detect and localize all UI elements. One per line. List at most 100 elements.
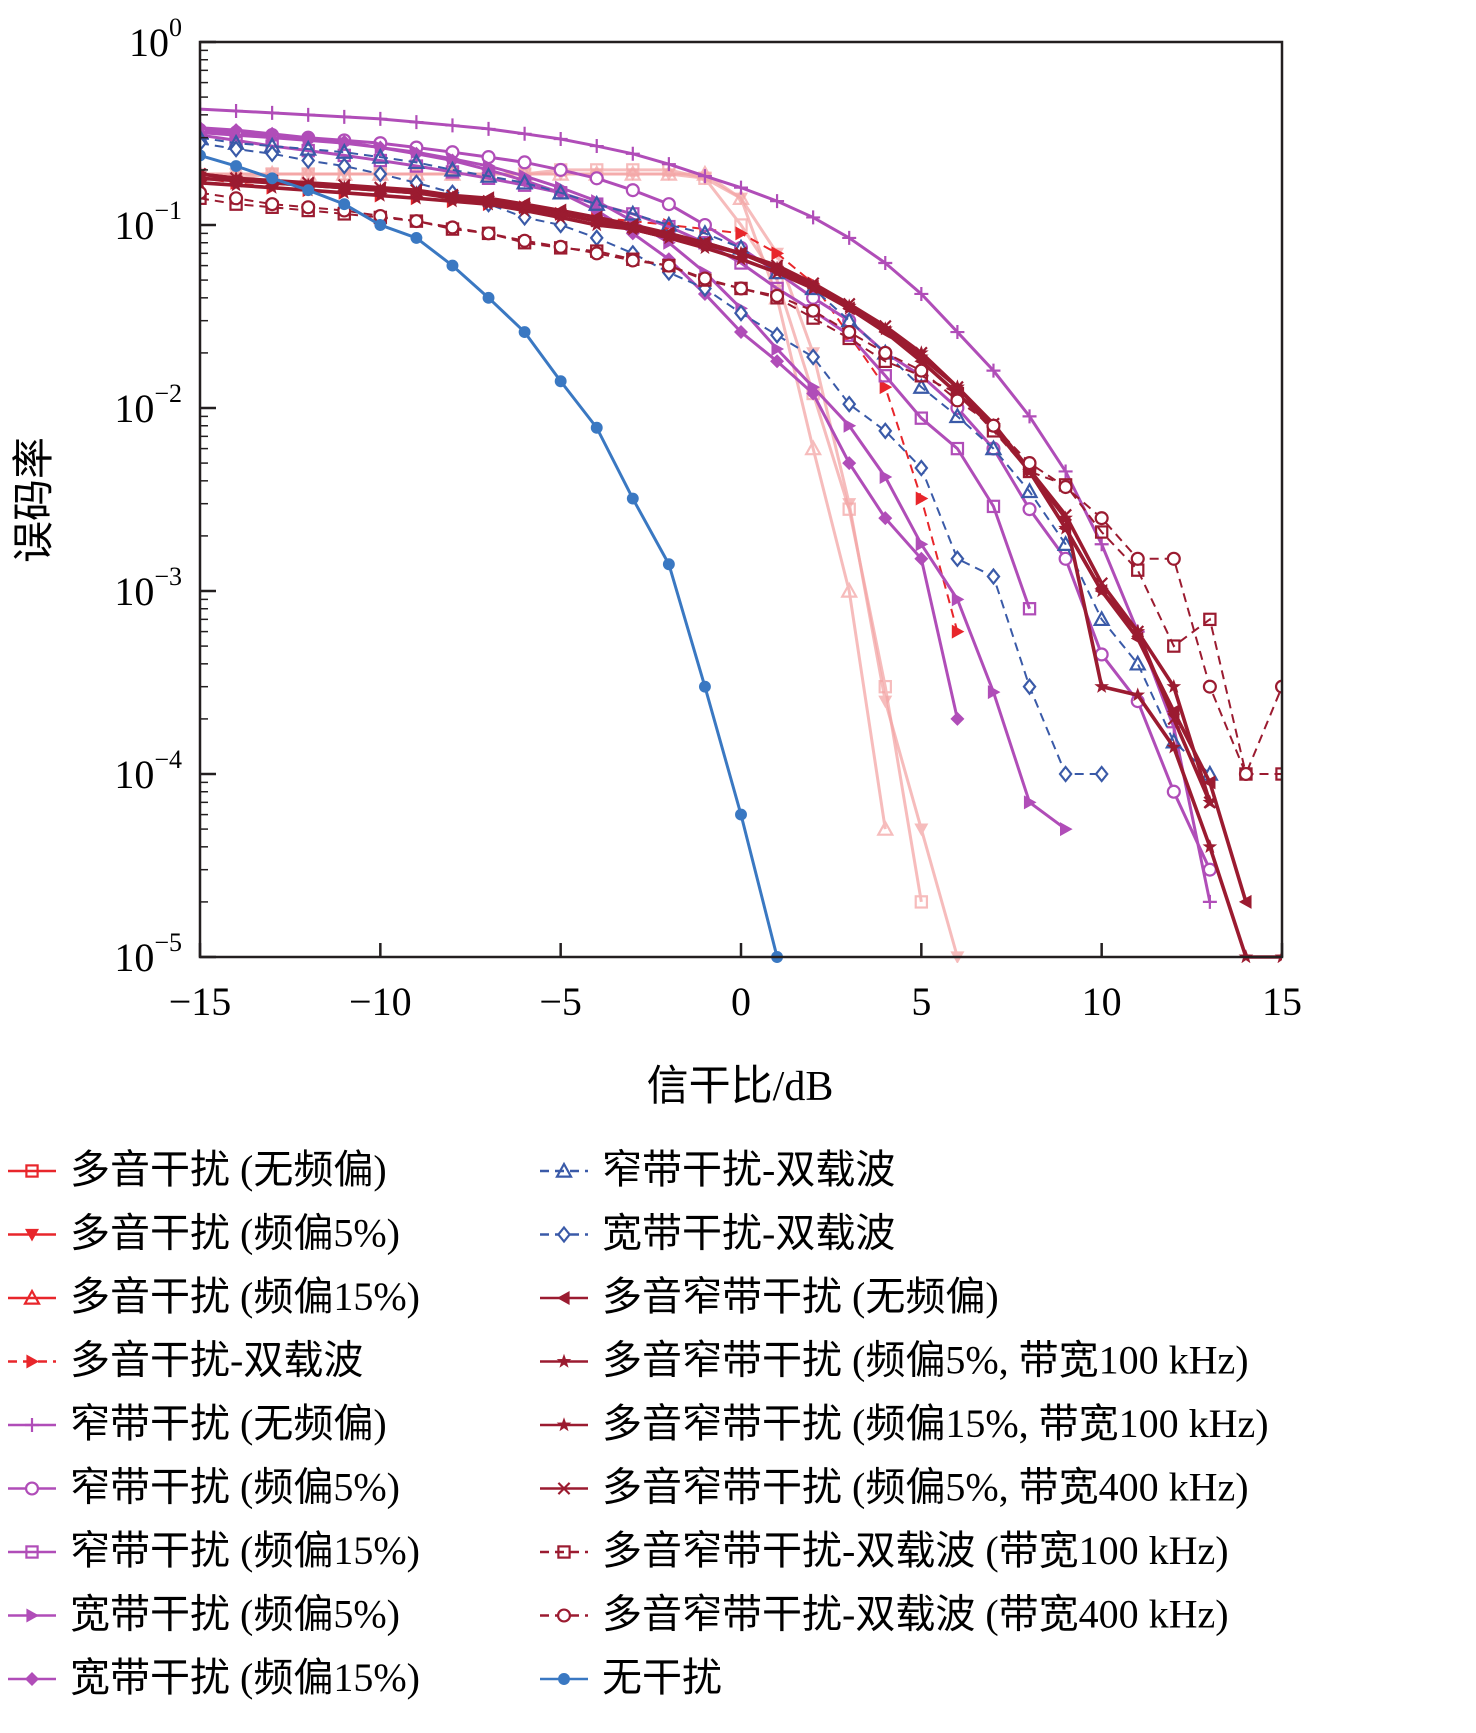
legend-item-2: 多音干扰 (频偏5%)	[8, 1211, 400, 1256]
legend-label-10: 窄带干扰-双载波	[602, 1147, 895, 1192]
series-6-point-24-shape	[1022, 502, 1037, 517]
series-10-point-25	[1056, 535, 1075, 551]
series-16-point-29-shape	[1203, 612, 1217, 627]
series-9-point-19	[842, 456, 857, 471]
series-5-point-5-shape	[337, 109, 352, 124]
y-tick-exp-2: −1	[154, 196, 182, 225]
series-3-point-20	[876, 819, 895, 836]
series-5-point-20	[878, 255, 893, 270]
series-6-point-28	[1166, 784, 1181, 799]
series-17-point-26-shape	[1094, 511, 1109, 526]
series-18-point-6-shape	[374, 219, 387, 231]
series-6-point-11-shape	[553, 162, 568, 177]
series-10-point-13	[623, 204, 642, 221]
series-10-point-22	[948, 407, 967, 424]
series-5-point-1-shape	[200, 102, 207, 117]
series-11-point-19-shape	[842, 395, 857, 413]
series-17-point-12-shape	[589, 246, 604, 261]
series-15-point-14-shape	[662, 228, 676, 242]
legend-label-17: 多音窄带干扰-双载波 (带宽400 kHz)	[602, 1592, 1229, 1637]
series-9-point-22	[950, 711, 965, 726]
series-11-point-20	[878, 422, 893, 440]
series-6-point-14-shape	[661, 197, 676, 212]
series-9-point-2-shape	[229, 123, 244, 138]
series-5-point-26-shape	[1094, 537, 1109, 552]
series-5-point-11	[553, 132, 568, 147]
series-17-point-26	[1094, 511, 1109, 526]
series-5-point-3	[265, 105, 280, 120]
series-5-point-2	[229, 103, 244, 118]
series-18-point-8-shape	[446, 259, 459, 272]
series-15-point-17-shape	[770, 259, 784, 272]
series-5-point-5	[337, 109, 352, 124]
series-14-point-28	[1166, 678, 1182, 693]
x-tick-label-1: −15	[169, 979, 232, 1024]
series-16-point-1-shape	[200, 191, 207, 205]
series-11-point-17-shape	[770, 326, 785, 344]
series-2-point-20	[878, 695, 893, 709]
series-12-line	[200, 176, 1248, 903]
series-7-point-22-shape	[950, 441, 965, 456]
legend-marker-8-shape	[26, 1608, 39, 1623]
legend-marker-15	[557, 1482, 571, 1495]
series-18-point-6	[374, 219, 387, 231]
series-10-point-7	[407, 153, 426, 170]
series-9-point-4	[301, 130, 316, 145]
series-3-point-16-shape	[732, 188, 750, 205]
series-13-point-1-shape	[200, 175, 208, 190]
series-15-point-7-shape	[410, 183, 423, 197]
y-tick-exp-1: 0	[169, 13, 182, 42]
series-13-point-6-shape	[373, 187, 388, 202]
series-7-point-21-shape	[914, 411, 929, 425]
series-11-point-2-shape	[229, 140, 244, 158]
y-tick-base-3: 10	[114, 386, 154, 431]
legend-marker-10-shape	[555, 1161, 573, 1178]
series-13-point-3-shape	[264, 179, 280, 194]
series-5-point-7-shape	[409, 115, 424, 130]
series-8-point-25-shape	[1060, 822, 1073, 837]
series-5-point-22	[950, 325, 965, 340]
series-17-point-18	[806, 303, 821, 318]
series-18-point-16	[735, 808, 747, 821]
series-2-point-20-shape	[878, 695, 893, 709]
series-3-point-19-shape	[840, 581, 859, 598]
series-6-point-10	[517, 155, 532, 170]
series-15-point-10-shape	[518, 200, 531, 214]
series-1	[200, 163, 929, 909]
series-15-point-5-shape	[337, 178, 351, 192]
y-tick-base-2: 10	[114, 203, 154, 248]
series-5-point-18	[806, 210, 821, 225]
series-5	[200, 102, 1217, 909]
series-17-point-27-shape	[1130, 551, 1145, 566]
series-17-point-3	[265, 197, 280, 212]
series-15-point-29-shape	[1203, 795, 1217, 809]
series-5-point-20-shape	[878, 255, 893, 270]
series-13-point-6	[373, 187, 388, 202]
series-16-point-31	[1275, 767, 1282, 781]
series-2-point-19	[842, 498, 857, 511]
legend-label-6: 窄带干扰 (频偏5%)	[70, 1465, 400, 1510]
series-9-point-5-shape	[337, 134, 352, 149]
series-9-point-2	[229, 123, 244, 138]
series-17-point-20	[878, 345, 893, 360]
series-14-point-25	[1058, 520, 1073, 535]
series-18-point-14	[662, 558, 675, 571]
series-10-point-24-shape	[1020, 482, 1039, 499]
legend-item-9: 宽带干扰 (频偏15%)	[8, 1655, 420, 1700]
series-11-point-18	[806, 348, 821, 366]
y-tick-label-1: 100	[129, 13, 182, 65]
series-17-point-22	[950, 393, 965, 408]
series-4-point-20	[879, 380, 893, 395]
series-5-point-13-shape	[625, 146, 640, 161]
series-5-point-24	[1022, 409, 1037, 424]
series-15-point-10	[518, 200, 531, 214]
legend-marker-15-shape	[557, 1482, 571, 1495]
series-11-point-3	[265, 145, 280, 163]
series-5-point-12	[589, 139, 604, 154]
series-14-point-21	[914, 349, 929, 364]
series-17-point-31-shape	[1274, 679, 1282, 694]
legend-item-7: 窄带干扰 (频偏15%)	[8, 1528, 420, 1573]
series-3-line	[200, 172, 887, 830]
legend-marker-1	[25, 1164, 39, 1178]
